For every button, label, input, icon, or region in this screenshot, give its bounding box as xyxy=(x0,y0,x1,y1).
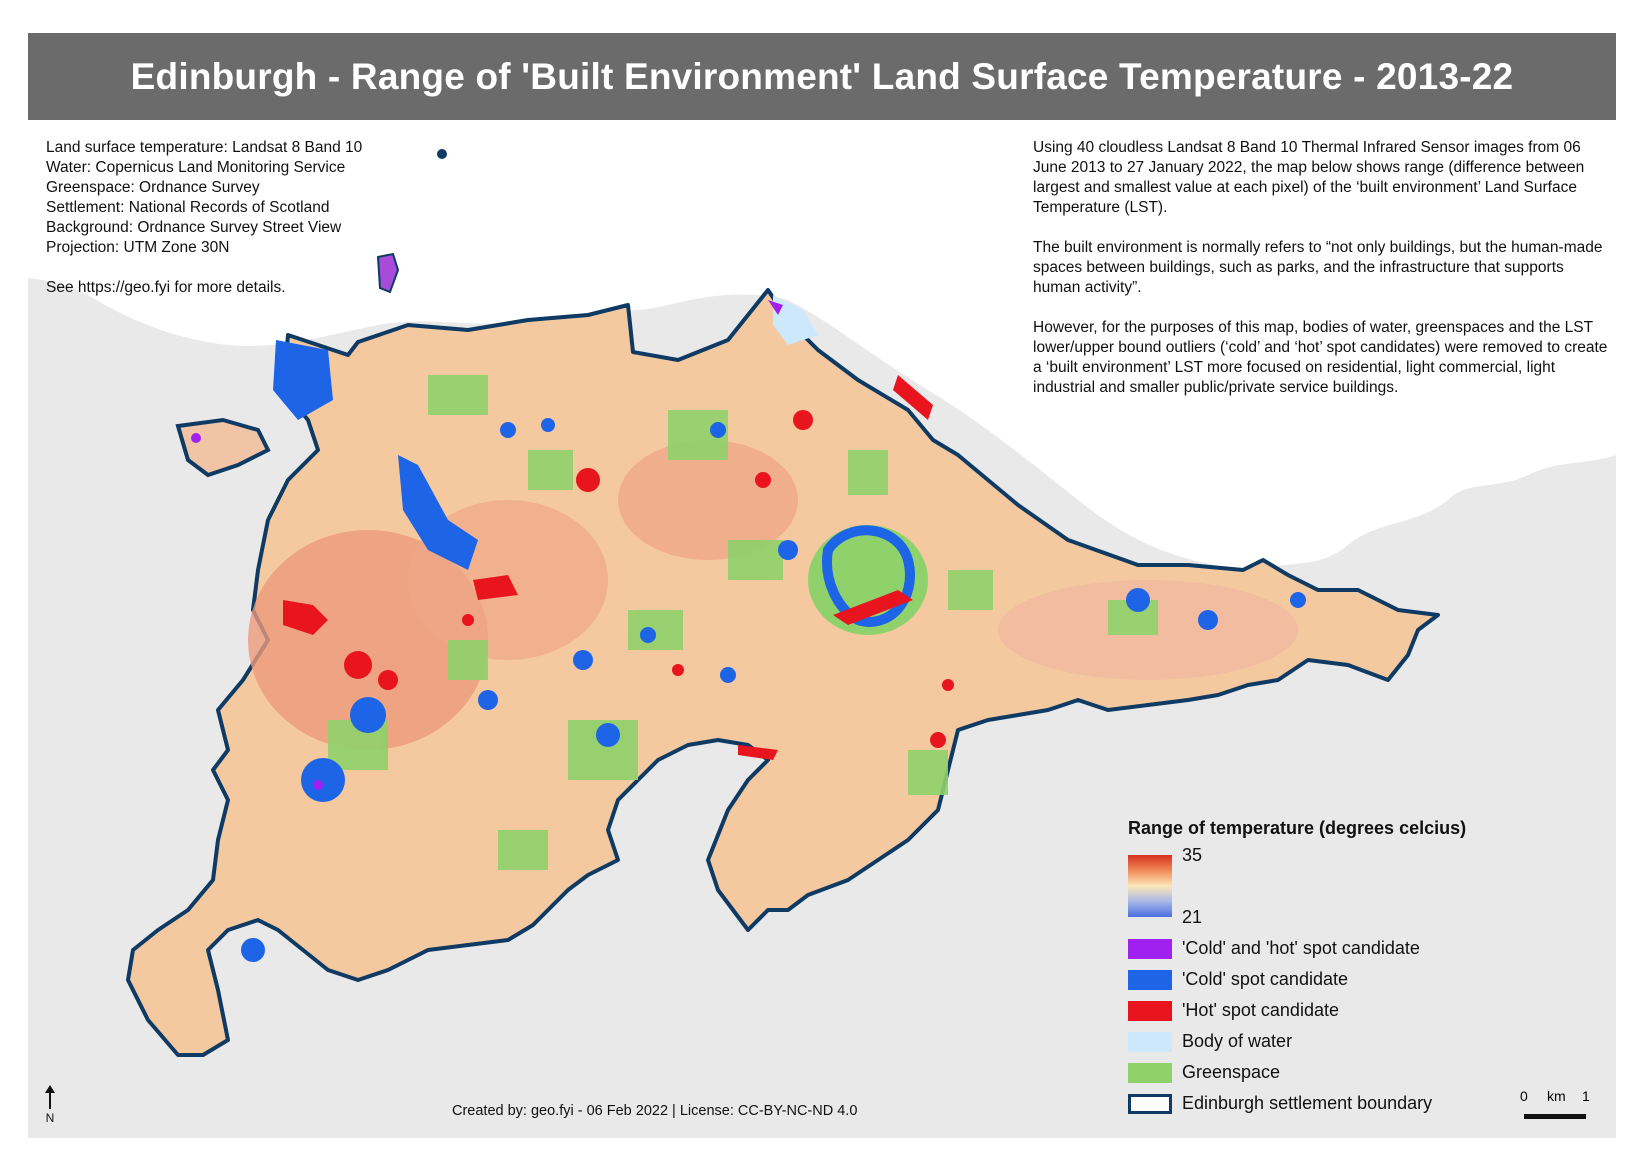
islet xyxy=(437,149,447,159)
legend-gradient: 35 21 xyxy=(1128,845,1608,927)
source-line: Projection: UTM Zone 30N xyxy=(46,239,230,256)
legend-item: 'Cold' spot candidate xyxy=(1128,964,1608,995)
mixed-spot xyxy=(191,433,201,443)
hot-zone xyxy=(618,440,798,560)
gradient-swatch xyxy=(1128,855,1172,917)
legend-label: Body of water xyxy=(1182,1031,1293,1051)
scale-unit: km xyxy=(1547,1088,1566,1104)
settlement-west-arm xyxy=(175,417,271,478)
legend-swatch xyxy=(1128,1031,1172,1052)
legend-item: 'Hot' spot candidate xyxy=(1128,995,1608,1026)
map-canvas[interactable] xyxy=(28,120,1616,1138)
legend-item: Edinburgh settlement boundary xyxy=(1128,1088,1608,1119)
legend-label: 'Hot' spot candidate xyxy=(1182,1000,1339,1020)
legend-label: Greenspace xyxy=(1182,1062,1281,1082)
source-line: Settlement: National Records of Scotland xyxy=(46,199,330,216)
settlement-area xyxy=(126,288,1440,1057)
north-label: N xyxy=(46,1111,55,1125)
island xyxy=(376,252,400,294)
credit-line: Created by: geo.fyi - 06 Feb 2022 | Lice… xyxy=(452,1103,858,1119)
legend-swatch xyxy=(1128,1062,1172,1083)
mixed-spot xyxy=(313,780,323,790)
hot-spots xyxy=(283,375,954,760)
hot-spot xyxy=(833,590,913,625)
description: Using 40 cloudless Landsat 8 Band 10 The… xyxy=(1033,138,1608,418)
water-body xyxy=(773,295,818,345)
description-paragraph: The built environment is normally refers… xyxy=(1033,239,1603,296)
scale-line xyxy=(1524,1114,1586,1119)
north-arrow-icon: N xyxy=(45,1085,55,1125)
legend-swatch xyxy=(1128,1000,1172,1021)
scale-bar: 0 km 1 xyxy=(1520,1088,1595,1122)
scale-start: 0 xyxy=(1520,1088,1528,1104)
more-details-text: See https://geo.fyi for more details. xyxy=(46,279,286,296)
sea-area xyxy=(28,120,1616,570)
legend-label: 'Cold' spot candidate xyxy=(1182,969,1348,989)
data-sources: Land surface temperature: Landsat 8 Band… xyxy=(46,138,466,298)
north-arrow: N xyxy=(40,1085,60,1125)
cold-spots xyxy=(241,340,1306,962)
mixed-spot xyxy=(768,300,783,315)
legend: Range of temperature (degrees celcius) 3… xyxy=(1128,818,1608,1119)
source-line: Background: Ordnance Survey Street View xyxy=(46,219,342,236)
legend-swatch xyxy=(1128,938,1172,959)
description-paragraph: However, for the purposes of this map, b… xyxy=(1033,319,1608,396)
scale-end: 1 xyxy=(1582,1088,1590,1104)
legend-label: 'Cold' and 'hot' spot candidate xyxy=(1182,938,1420,958)
source-line: Land surface temperature: Landsat 8 Band… xyxy=(46,139,363,156)
legend-item: 'Cold' and 'hot' spot candidate xyxy=(1128,933,1608,964)
map-title: Edinburgh - Range of 'Built Environment'… xyxy=(28,33,1616,120)
legend-title: Range of temperature (degrees celcius) xyxy=(1128,818,1467,838)
legend-item: Greenspace xyxy=(1128,1057,1608,1088)
legend-swatch xyxy=(1128,969,1172,990)
map-svg xyxy=(28,120,1616,1057)
source-line: Greenspace: Ordnance Survey xyxy=(46,179,260,196)
description-paragraph: Using 40 cloudless Landsat 8 Band 10 The… xyxy=(1033,139,1585,216)
legend-item: Body of water xyxy=(1128,1026,1608,1057)
legend-swatch xyxy=(1128,1093,1172,1114)
gradient-min-label: 21 xyxy=(1182,907,1203,927)
gradient-max-label: 35 xyxy=(1182,845,1203,865)
legend-label: Edinburgh settlement boundary xyxy=(1182,1093,1433,1113)
source-line: Water: Copernicus Land Monitoring Servic… xyxy=(46,159,346,176)
